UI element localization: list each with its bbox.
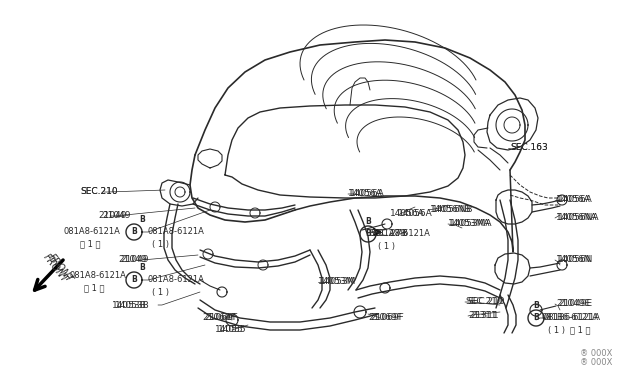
- Text: B: B: [365, 218, 371, 227]
- Text: 21049: 21049: [98, 212, 127, 221]
- Text: B: B: [131, 276, 137, 285]
- Text: ( 1 ): ( 1 ): [152, 240, 169, 248]
- Text: 21049: 21049: [120, 256, 148, 264]
- Text: 081A8-6121A: 081A8-6121A: [374, 230, 431, 238]
- Text: 14053MA: 14053MA: [450, 219, 493, 228]
- Text: 14056NA: 14056NA: [558, 214, 600, 222]
- Text: 14056N: 14056N: [556, 256, 591, 264]
- Text: 081A8-6121A: 081A8-6121A: [70, 272, 127, 280]
- Text: 081B6-6121A: 081B6-6121A: [542, 314, 599, 323]
- Text: 21069F: 21069F: [202, 314, 236, 323]
- Polygon shape: [126, 272, 142, 288]
- Text: 〈 1 〉: 〈 1 〉: [570, 326, 591, 334]
- Text: 21049E: 21049E: [556, 299, 590, 308]
- Text: 081A8-6121A: 081A8-6121A: [64, 228, 121, 237]
- Text: ® 000X: ® 000X: [580, 358, 612, 367]
- Text: 14056A: 14056A: [398, 209, 433, 218]
- Text: 14056A: 14056A: [350, 189, 385, 198]
- Text: FRONT: FRONT: [41, 252, 69, 284]
- Text: SEC.210: SEC.210: [80, 187, 118, 196]
- Text: 21311: 21311: [468, 311, 497, 321]
- Text: 081A8-6121A: 081A8-6121A: [148, 228, 205, 237]
- Text: B: B: [533, 314, 539, 323]
- Text: B: B: [139, 215, 145, 224]
- Text: SEC.163: SEC.163: [510, 144, 548, 153]
- Text: SEC.210: SEC.210: [80, 187, 118, 196]
- Text: B: B: [139, 263, 145, 273]
- Text: 14053B: 14053B: [112, 301, 147, 310]
- Polygon shape: [360, 226, 376, 242]
- Text: SEC.210: SEC.210: [467, 298, 504, 307]
- Text: B: B: [533, 301, 539, 311]
- Text: 14053MA: 14053MA: [448, 219, 490, 228]
- Text: 081A8-6121A: 081A8-6121A: [148, 276, 205, 285]
- Text: SEC.210: SEC.210: [465, 298, 502, 307]
- Text: 14056N: 14056N: [558, 256, 593, 264]
- Text: 21311: 21311: [470, 311, 499, 321]
- Text: 14056A: 14056A: [558, 196, 593, 205]
- Text: 21069F: 21069F: [368, 314, 402, 323]
- Polygon shape: [126, 224, 142, 240]
- Polygon shape: [528, 310, 544, 326]
- Text: 21069F: 21069F: [204, 314, 237, 323]
- Text: SEC.278: SEC.278: [368, 228, 406, 237]
- Text: 21049: 21049: [118, 256, 147, 264]
- Text: B: B: [365, 230, 371, 238]
- Text: 21049E: 21049E: [558, 299, 592, 308]
- Text: 14056NA: 14056NA: [556, 214, 598, 222]
- Text: 14055: 14055: [218, 326, 246, 334]
- Text: 14056A: 14056A: [390, 209, 425, 218]
- Text: SEC.163: SEC.163: [510, 144, 548, 153]
- Text: 14056NB: 14056NB: [432, 205, 474, 215]
- Text: ( 1 ): ( 1 ): [548, 326, 565, 334]
- Text: 14055: 14055: [215, 326, 244, 334]
- Text: ( 1 ): ( 1 ): [378, 241, 395, 250]
- Text: FRONT: FRONT: [46, 252, 74, 284]
- Text: 21069F: 21069F: [370, 314, 404, 323]
- Text: B: B: [131, 228, 137, 237]
- Text: ® 000X: ® 000X: [580, 349, 612, 358]
- Text: 14056NB: 14056NB: [430, 205, 472, 215]
- Text: 〈 1 〉: 〈 1 〉: [84, 283, 104, 292]
- Text: 14053M: 14053M: [318, 278, 355, 286]
- Text: 〈 1 〉: 〈 1 〉: [80, 240, 100, 248]
- Text: 14056A: 14056A: [556, 196, 591, 205]
- Text: 14053B: 14053B: [115, 301, 150, 310]
- Text: ( 1 ): ( 1 ): [152, 288, 169, 296]
- Text: 14053M: 14053M: [320, 278, 356, 286]
- Text: 081B6-6121A: 081B6-6121A: [543, 314, 600, 323]
- Text: SEC.278: SEC.278: [370, 228, 408, 237]
- Text: 14056A: 14056A: [348, 189, 383, 198]
- Text: 21049: 21049: [102, 212, 131, 221]
